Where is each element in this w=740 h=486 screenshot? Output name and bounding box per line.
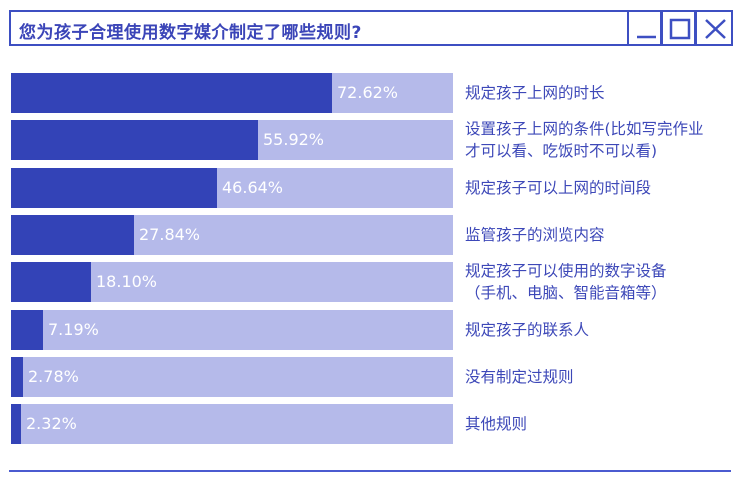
bar	[11, 120, 258, 160]
category-label: 其他规则	[465, 415, 528, 433]
bar-track	[11, 404, 453, 444]
bar-value-label: 18.10%	[96, 272, 158, 291]
bar-value-label: 2.32%	[26, 414, 77, 433]
bar	[11, 73, 332, 113]
category-label: 规定孩子可以使用的数字设备 （手机、电脑、智能音箱等）	[465, 262, 667, 302]
bar	[11, 310, 43, 350]
maximize-icon	[669, 18, 691, 40]
bar	[11, 168, 217, 208]
maximize-button[interactable]	[661, 10, 696, 46]
category-label: 设置孩子上网的条件(比如写完作业 才可以看、吃饭时不可以看)	[465, 120, 704, 160]
bar	[11, 215, 134, 255]
bar-value-label: 2.78%	[28, 367, 79, 386]
bar	[11, 404, 21, 444]
category-label: 没有制定过规则	[465, 368, 574, 386]
category-label: 规定孩子的联系人	[465, 321, 590, 339]
category-label: 规定孩子可以上网的时间段	[465, 179, 652, 197]
bar-track	[11, 357, 453, 397]
minimize-icon	[637, 35, 656, 39]
bar-value-label: 55.92%	[263, 130, 325, 149]
bar-value-label: 7.19%	[48, 320, 99, 339]
minimize-button[interactable]	[627, 10, 662, 46]
chart-title: 您为孩子合理使用数字媒介制定了哪些规则?	[19, 23, 362, 43]
category-label: 规定孩子上网的时长	[465, 84, 605, 102]
close-icon	[705, 19, 726, 39]
bar	[11, 262, 91, 302]
bar-value-label: 46.64%	[222, 178, 284, 197]
bar-value-label: 72.62%	[337, 83, 399, 102]
window-title-bar: 您为孩子合理使用数字媒介制定了哪些规则?	[9, 10, 733, 46]
bar	[11, 357, 23, 397]
category-label: 监管孩子的浏览内容	[465, 226, 605, 244]
bar-value-label: 27.84%	[139, 225, 201, 244]
bar-track	[11, 310, 453, 350]
bottom-divider	[9, 470, 731, 472]
close-button[interactable]	[695, 10, 733, 46]
